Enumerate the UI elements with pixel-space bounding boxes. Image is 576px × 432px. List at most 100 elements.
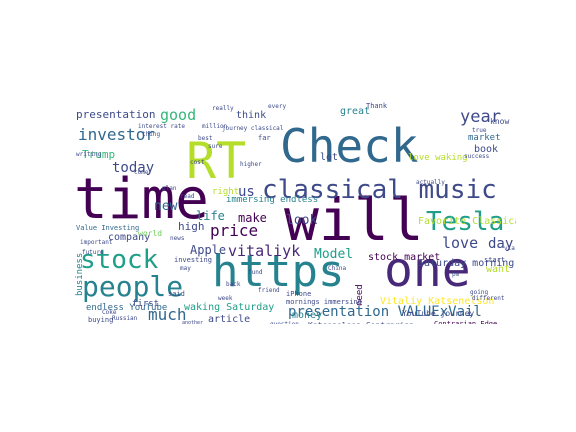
word-coke: Coke: [102, 309, 117, 316]
word-new: new: [154, 199, 178, 214]
word-really: really: [212, 105, 234, 112]
word-every: every: [268, 103, 286, 110]
word-via: via: [504, 245, 515, 252]
word-check: Check: [280, 119, 418, 173]
word-article: article: [208, 314, 250, 324]
word-will: will: [284, 186, 424, 254]
word-start: start: [484, 256, 505, 264]
word-day: day: [488, 236, 513, 252]
word-presentation: presentation: [76, 108, 155, 121]
word-love-waking: love waking: [408, 153, 468, 163]
word-vitaliyk: vitaliyk: [228, 242, 300, 260]
word-back: back: [226, 281, 241, 288]
word-contrarian-edge: Contrarian Edge: [434, 320, 497, 324]
word-company: company: [108, 232, 150, 243]
word-million: million: [202, 123, 228, 130]
word-investing: investing: [174, 256, 212, 264]
word-plan: plan: [162, 185, 177, 192]
word-true: true: [472, 127, 487, 134]
word-fund: fund: [248, 269, 263, 276]
word-love: love: [442, 234, 478, 252]
word-friend: friend: [258, 287, 280, 294]
word-money: money: [292, 310, 322, 321]
word-another: another: [182, 320, 203, 324]
word-different: different: [472, 295, 505, 302]
word-sure: sure: [208, 143, 223, 150]
word-value-investing: Value Investing: [76, 224, 139, 232]
word-apple: Apple: [190, 243, 226, 257]
word-book: book: [474, 144, 498, 155]
word-trump: Trump: [82, 148, 115, 161]
word-know: know: [490, 117, 509, 126]
word-waking-saturday: waking Saturday: [184, 302, 274, 313]
word-read: read: [180, 193, 195, 200]
word-stock-market: stock market: [368, 252, 440, 263]
word-one: one: [384, 242, 471, 298]
word-writing: writing: [76, 151, 102, 158]
word-market: market: [468, 133, 501, 143]
word-mornings-immersing: mornings immersing: [286, 298, 362, 306]
word-journey-classical: journey classical: [222, 125, 284, 132]
word-cost: cost: [190, 159, 205, 166]
word-make: make: [238, 211, 267, 225]
word-important: important: [80, 239, 113, 246]
word-life: life: [196, 209, 225, 223]
word-first: first: [132, 299, 159, 309]
word-vitaliy-katsenelson: Vitaliy Katsenelson: [380, 296, 494, 307]
word-lot: lot: [320, 152, 338, 163]
word-said: said: [168, 290, 185, 298]
word-katsenelson-contrarian: Katsenelson Contrarian: [308, 321, 414, 324]
word-question: question: [270, 321, 299, 324]
word-buying: buying: [88, 316, 113, 324]
word-favorite-classical: Favorite Classical: [418, 216, 516, 227]
word-endless-youtube: endless YouTube: [86, 303, 167, 313]
word-think: think: [236, 110, 266, 121]
word-stock: stock: [80, 245, 159, 275]
word-much: much: [148, 305, 187, 324]
word-china: China: [328, 265, 346, 272]
word-thank: Thank: [366, 102, 388, 110]
word-rt: RT: [186, 132, 246, 190]
word-time: time: [74, 167, 209, 232]
word-best: best: [198, 135, 213, 142]
word-may: may: [180, 265, 191, 272]
word-year: year: [460, 107, 501, 127]
word-price: price: [210, 221, 258, 240]
word-high: high: [178, 220, 205, 233]
word-presentation-valuexvail: presentation VALUExVail: [288, 304, 482, 320]
word-youtube-journey: YouTube journey: [402, 309, 474, 318]
word-classical-music: classical music: [262, 175, 497, 205]
word-today: today: [112, 160, 154, 176]
word-want: want: [486, 264, 510, 275]
word-news: news: [170, 235, 185, 242]
word-future: future: [82, 249, 104, 256]
word-tesla: Tesla: [426, 207, 504, 237]
word-pm: pm: [452, 271, 460, 278]
word-need: need: [355, 284, 365, 306]
word-iphone: iPhone: [286, 290, 311, 298]
word-interest-rate: interest rate: [138, 123, 185, 130]
word-actually: actually: [416, 179, 445, 186]
word-russian: Russian: [112, 315, 138, 322]
word-immersing-endless: immersing endless: [226, 195, 318, 205]
word-come: come: [134, 169, 149, 176]
word-cloud: time will Check RT https one classical music pe…: [72, 100, 516, 324]
word-https: https: [212, 246, 344, 297]
word-great: great: [340, 106, 370, 117]
word-saturday-morning: Saturday morning: [418, 258, 514, 269]
word-far: far: [258, 134, 271, 142]
word-model: Model: [314, 247, 353, 262]
word-going: going: [470, 289, 488, 296]
word-higher: higher: [240, 161, 262, 168]
word-right: right: [212, 187, 239, 197]
word-good: good: [160, 106, 196, 124]
word-week: week: [218, 295, 233, 302]
word-people: people: [82, 270, 183, 303]
word-thing: thing: [142, 131, 160, 138]
word-world: world: [138, 229, 162, 238]
word-investor: investor: [78, 125, 155, 144]
word-look: look: [286, 213, 317, 228]
word-business: business: [75, 253, 85, 296]
word-us: us: [238, 184, 255, 200]
word-success: success: [464, 153, 490, 160]
